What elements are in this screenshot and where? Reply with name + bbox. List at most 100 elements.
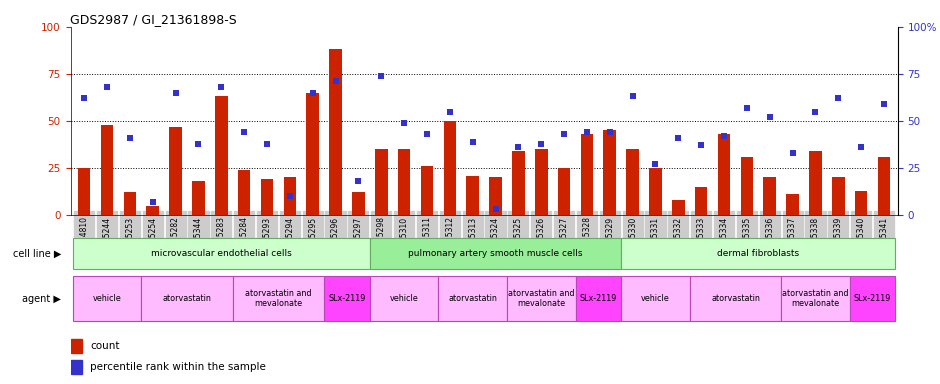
Text: dermal fibroblasts: dermal fibroblasts	[717, 249, 799, 258]
Text: GDS2987 / GI_21361898-S: GDS2987 / GI_21361898-S	[70, 13, 237, 26]
Bar	[621, 276, 690, 321]
Point	[328, 78, 343, 84]
Text: SLx-2119: SLx-2119	[328, 294, 366, 303]
Text: atorvastatin: atorvastatin	[163, 294, 212, 303]
Bar	[581, 134, 593, 215]
Bar	[626, 149, 639, 215]
Text: atorvastatin: atorvastatin	[448, 294, 497, 303]
Bar	[557, 168, 571, 215]
Bar	[260, 179, 274, 215]
Bar	[101, 125, 114, 215]
Point	[876, 101, 891, 107]
Bar	[375, 149, 387, 215]
Bar	[512, 151, 525, 215]
Bar	[438, 276, 507, 321]
Bar	[850, 276, 896, 321]
Text: percentile rank within the sample: percentile rank within the sample	[90, 362, 266, 372]
Point	[168, 90, 183, 96]
Bar	[70, 360, 82, 374]
Point	[510, 144, 525, 151]
Bar	[718, 134, 730, 215]
Bar	[124, 192, 136, 215]
Text: atorvastatin and
mevalonate: atorvastatin and mevalonate	[245, 289, 312, 308]
Bar	[535, 149, 547, 215]
Point	[77, 95, 92, 101]
Bar	[169, 127, 182, 215]
Bar	[650, 168, 662, 215]
Bar	[369, 238, 621, 269]
Text: vehicle: vehicle	[93, 294, 121, 303]
Bar	[786, 194, 799, 215]
Bar	[369, 276, 438, 321]
Bar	[141, 276, 233, 321]
Bar	[672, 200, 684, 215]
Point	[740, 105, 755, 111]
Point	[807, 109, 822, 115]
Text: atorvastatin and
mevalonate: atorvastatin and mevalonate	[782, 289, 849, 308]
Text: atorvastatin: atorvastatin	[711, 294, 760, 303]
Bar	[781, 276, 850, 321]
Bar	[421, 166, 433, 215]
Bar	[72, 276, 141, 321]
Point	[146, 199, 161, 205]
Point	[648, 161, 663, 167]
Point	[671, 135, 686, 141]
Point	[419, 131, 434, 137]
Point	[213, 84, 228, 90]
Point	[854, 144, 869, 151]
Bar	[352, 192, 365, 215]
Point	[374, 73, 389, 79]
Text: SLx-2119: SLx-2119	[580, 294, 617, 303]
Point	[100, 84, 115, 90]
Point	[259, 141, 274, 147]
Text: agent ▶: agent ▶	[23, 293, 61, 304]
Bar	[306, 93, 319, 215]
Bar	[78, 168, 90, 215]
Bar	[878, 157, 890, 215]
Bar	[489, 177, 502, 215]
Text: microvascular endothelial cells: microvascular endothelial cells	[151, 249, 291, 258]
Point	[443, 109, 458, 115]
Bar	[215, 96, 227, 215]
Point	[625, 93, 640, 99]
Point	[465, 139, 480, 145]
Text: cell line ▶: cell line ▶	[13, 248, 61, 258]
Point	[488, 206, 503, 212]
Point	[306, 90, 321, 96]
Bar	[444, 121, 456, 215]
Point	[579, 129, 594, 135]
Bar	[603, 131, 616, 215]
Bar	[192, 181, 205, 215]
Text: SLx-2119: SLx-2119	[854, 294, 891, 303]
Point	[785, 150, 800, 156]
Bar	[466, 175, 479, 215]
Text: pulmonary artery smooth muscle cells: pulmonary artery smooth muscle cells	[408, 249, 583, 258]
Bar	[507, 276, 575, 321]
Bar	[741, 157, 753, 215]
Bar	[70, 339, 82, 353]
Point	[237, 129, 252, 135]
Point	[716, 133, 731, 139]
Point	[534, 141, 549, 147]
Point	[694, 142, 709, 149]
Bar	[147, 206, 159, 215]
Bar	[809, 151, 822, 215]
Bar	[763, 177, 776, 215]
Bar	[72, 238, 369, 269]
Point	[603, 129, 618, 135]
Bar	[690, 276, 781, 321]
Text: atorvastatin and
mevalonate: atorvastatin and mevalonate	[508, 289, 574, 308]
Bar	[233, 276, 324, 321]
Bar	[695, 187, 708, 215]
Bar	[575, 276, 621, 321]
Bar	[329, 50, 342, 215]
Point	[831, 95, 846, 101]
Bar	[621, 238, 896, 269]
Point	[351, 178, 366, 184]
Bar	[324, 276, 369, 321]
Point	[556, 131, 572, 137]
Bar	[284, 177, 296, 215]
Bar	[832, 177, 844, 215]
Text: count: count	[90, 341, 119, 351]
Bar	[238, 170, 250, 215]
